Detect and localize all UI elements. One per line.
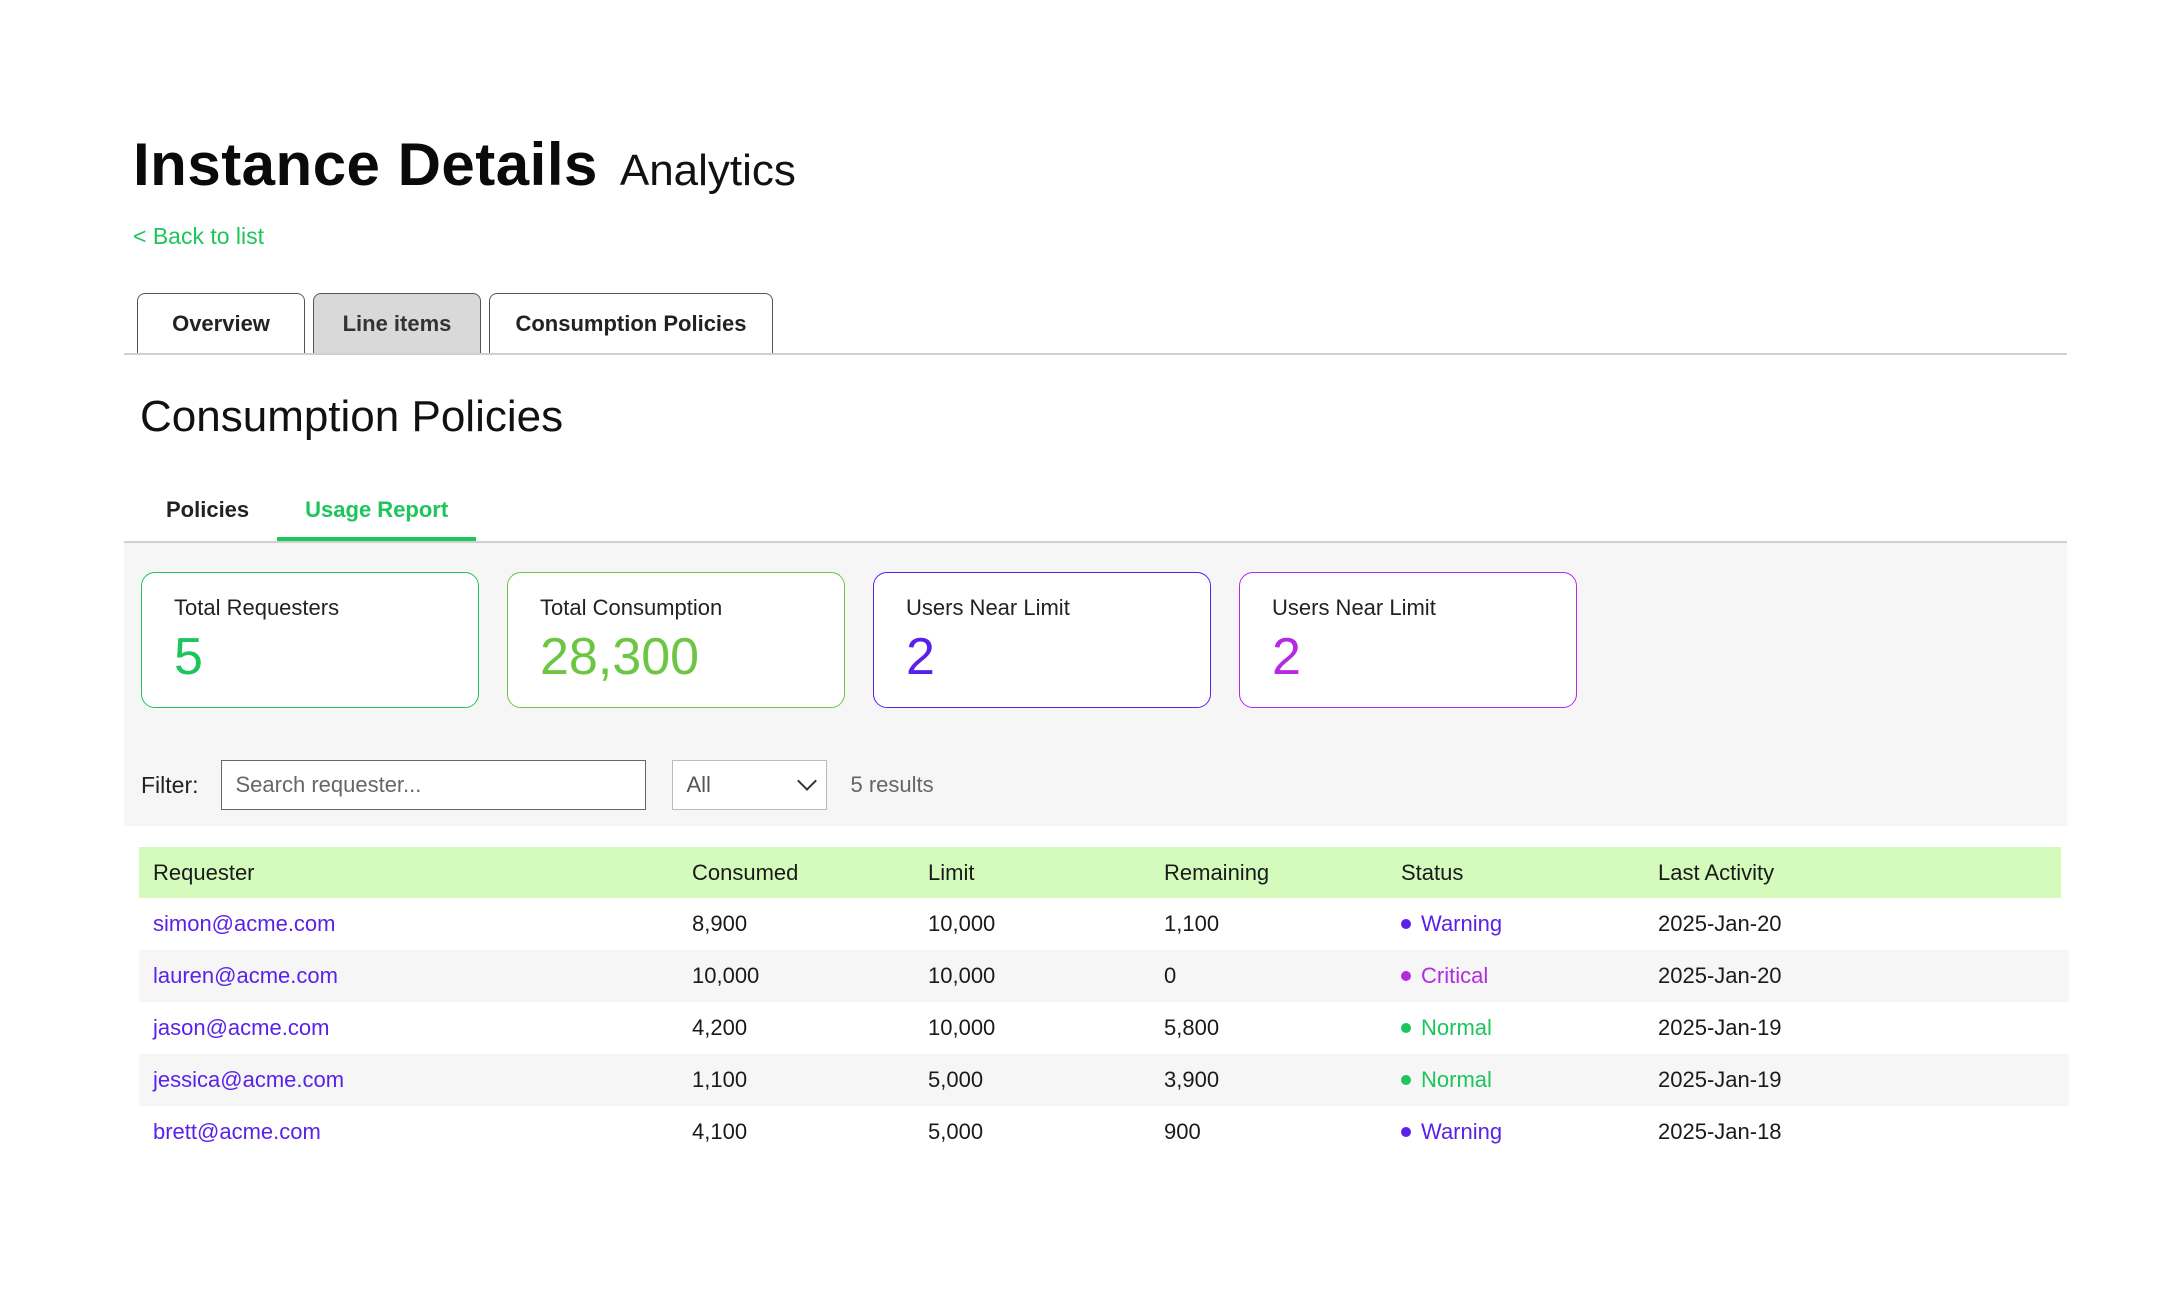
status-dot-icon [1401,1127,1411,1137]
consumed-cell: 10,000 [692,963,760,988]
status-dot-icon [1401,1023,1411,1033]
card-total-consumption: Total Consumption 28,300 [507,572,845,708]
table-row: brett@acme.com 4,100 5,000 900 Warning 2… [139,1106,2069,1158]
status-label: Normal [1421,1015,1492,1040]
requester-link[interactable]: jason@acme.com [153,1015,330,1040]
limit-cell: 10,000 [928,963,996,988]
requester-link[interactable]: brett@acme.com [153,1119,321,1144]
filter-row: Filter: All 5 results [141,760,934,810]
subtabs-divider [124,541,2067,543]
consumed-cell: 4,200 [692,1015,748,1040]
card-users-near-limit: Users Near Limit 2 [873,572,1211,708]
page-title: Instance Details [133,131,598,198]
status-cell: Warning [1401,911,1658,937]
card-label: Total Consumption [540,595,723,620]
card-value: 28,300 [540,628,700,686]
remaining-cell: 900 [1164,1119,1201,1144]
status-dot-icon [1401,971,1411,981]
remaining-cell: 3,900 [1164,1067,1220,1092]
page-header: Instance Details Analytics [133,130,796,199]
status-label: Normal [1421,1067,1492,1092]
status-dot-icon [1401,919,1411,929]
col-last-activity[interactable]: Last Activity [1658,859,1775,885]
limit-cell: 5,000 [928,1067,984,1092]
limit-cell: 10,000 [928,1015,996,1040]
chevron-down-icon [796,771,817,791]
remaining-cell: 0 [1164,963,1177,988]
table-row: lauren@acme.com 10,000 10,000 0 Critical… [139,950,2069,1002]
last-activity-cell: 2025-Jan-19 [1658,1015,1782,1040]
back-to-list-link[interactable]: < Back to list [133,223,265,249]
col-remaining[interactable]: Remaining [1164,859,1270,885]
last-activity-cell: 2025-Jan-19 [1658,1067,1782,1092]
table-header: Requester Consumed Limit Remaining Statu… [139,847,2061,898]
last-activity-cell: 2025-Jan-20 [1658,963,1782,988]
section-title: Consumption Policies [140,392,564,441]
status-label: Critical [1421,963,1489,988]
select-value: All [686,772,711,797]
table-row: jason@acme.com 4,200 10,000 5,800 Normal… [139,1002,2069,1054]
subtab-policies[interactable]: Policies [166,497,250,522]
tab-consumption-policies[interactable]: Consumption Policies [489,293,773,353]
usage-table: Requester Consumed Limit Remaining Statu… [139,847,2069,1158]
col-status[interactable]: Status [1401,859,1464,885]
results-count: 5 results [850,772,934,797]
status-filter-select[interactable]: All [671,760,827,810]
last-activity-cell: 2025-Jan-20 [1658,911,1782,936]
col-consumed[interactable]: Consumed [692,859,799,885]
consumed-cell: 1,100 [692,1067,748,1092]
card-label: Total Requesters [174,595,340,620]
consumed-cell: 4,100 [692,1119,748,1144]
requester-link[interactable]: simon@acme.com [153,911,336,936]
table-row: jessica@acme.com 1,100 5,000 3,900 Norma… [139,1054,2069,1106]
filter-label: Filter: [141,771,199,798]
tab-overview[interactable]: Overview [137,293,305,353]
subtab-usage-report[interactable]: Usage Report [277,478,477,542]
table-row: simon@acme.com 8,900 10,000 1,100 Warnin… [139,898,2069,950]
status-label: Warning [1421,1119,1503,1144]
last-activity-cell: 2025-Jan-18 [1658,1119,1782,1144]
status-dot-icon [1401,1075,1411,1085]
card-value: 2 [1272,628,1301,686]
remaining-cell: 5,800 [1164,1015,1220,1040]
status-cell: Warning [1401,1119,1658,1145]
status-cell: Critical [1401,963,1658,989]
status-cell: Normal [1401,1067,1658,1093]
summary-cards: Total Requesters 5 Total Consumption 28,… [141,572,1577,708]
sub-tabs: Policies Usage Report [138,478,477,542]
main-tabs: Overview Line items Consumption Policies [137,293,773,353]
consumed-cell: 8,900 [692,911,748,936]
col-requester[interactable]: Requester [153,859,255,885]
tab-line-items[interactable]: Line items [313,293,481,353]
page-subtitle: Analytics [619,146,796,195]
remaining-cell: 1,100 [1164,911,1220,936]
search-requester-input[interactable] [220,760,646,810]
requester-link[interactable]: jessica@acme.com [153,1067,345,1092]
card-value: 2 [906,628,935,686]
card-value: 5 [174,628,203,686]
limit-cell: 5,000 [928,1119,984,1144]
col-limit[interactable]: Limit [928,859,975,885]
status-cell: Normal [1401,1015,1658,1041]
requester-link[interactable]: lauren@acme.com [153,963,338,988]
card-total-requesters: Total Requesters 5 [141,572,479,708]
tabs-divider [124,353,2067,355]
card-users-near-limit-2: Users Near Limit 2 [1239,572,1577,708]
card-label: Users Near Limit [906,595,1070,620]
limit-cell: 10,000 [928,911,996,936]
status-label: Warning [1421,911,1503,936]
card-label: Users Near Limit [1272,595,1436,620]
